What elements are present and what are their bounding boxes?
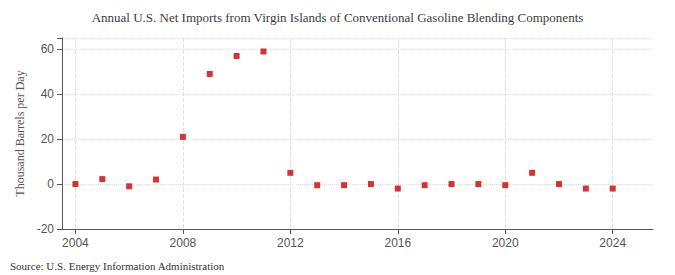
svg-text:20: 20 [41, 132, 55, 146]
svg-text:2024: 2024 [599, 236, 626, 250]
svg-text:60: 60 [41, 42, 55, 56]
svg-text:Source: U.S. Energy Informatio: Source: U.S. Energy Information Administ… [10, 260, 225, 272]
svg-text:Thousand Barrels per Day: Thousand Barrels per Day [13, 70, 27, 196]
svg-text:0: 0 [47, 177, 54, 191]
svg-text:Annual U.S. Net Imports from V: Annual U.S. Net Imports from Virgin Isla… [92, 10, 584, 25]
svg-text:2008: 2008 [170, 236, 197, 250]
svg-text:40: 40 [41, 87, 55, 101]
svg-text:-20: -20 [37, 222, 55, 236]
svg-text:2004: 2004 [62, 236, 89, 250]
svg-text:2016: 2016 [384, 236, 411, 250]
svg-text:2020: 2020 [492, 236, 519, 250]
svg-text:2012: 2012 [277, 236, 304, 250]
